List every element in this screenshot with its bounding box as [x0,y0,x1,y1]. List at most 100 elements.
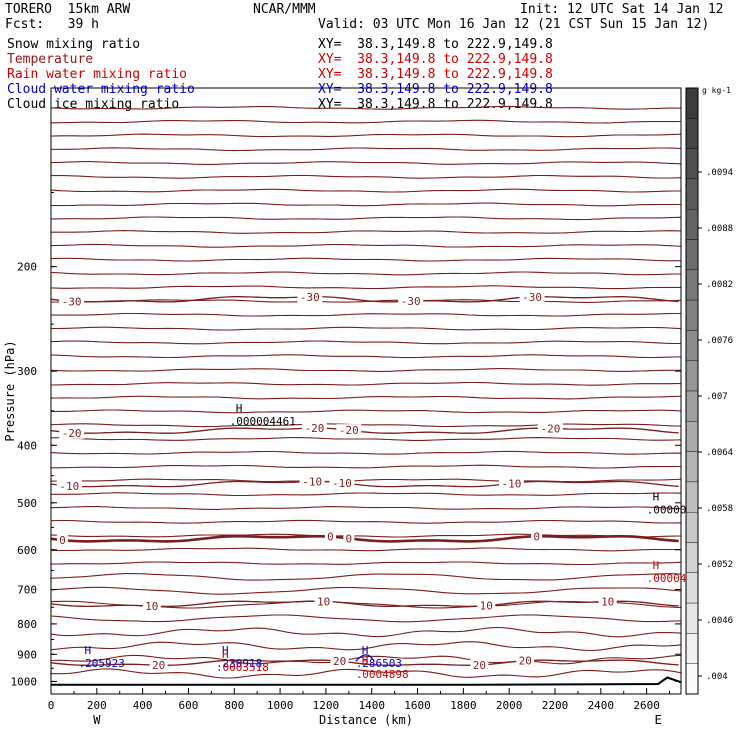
colorbar-segment [685,451,699,483]
plot-frame [50,87,682,695]
field-xy-range: XY= 38.3,149.8 to 222.9,149.8 [318,52,553,67]
x-tick-label: 1200 [313,699,340,712]
isotherm-line [50,533,682,538]
isotherm-line [50,299,682,303]
colorbar-segment [685,208,699,240]
isotherm-label: -20 [339,424,359,437]
isotherm-label-bg [537,422,563,435]
isotherm-line [50,188,681,193]
colorbar-frame [685,87,699,695]
colorbar-segment [685,481,699,513]
colorbar-tick-label: .0064 [706,448,733,458]
x-tick-label: 1600 [404,699,431,712]
isotherm-line [51,437,682,441]
colorbar-tick-label: .0052 [706,560,733,570]
isotherm-line [50,668,682,679]
isotherm-labeled-line [50,534,679,543]
isotherm-label-bg [142,600,161,613]
isotherm-line [50,423,682,428]
high-marker: H [236,402,243,415]
x-axis-label: Distance (km) [319,713,413,727]
isotherm-label: -30 [62,295,82,308]
isotherm-label-bg [56,479,82,492]
init-label: Init: 12 UTC Sat 14 Jan 12 [520,2,724,17]
isotherm-label-bg [519,290,545,303]
colorbar-segment [685,87,699,119]
isotherm-line [51,147,682,152]
isotherm-label: -30 [522,291,542,304]
isotherm-label-bg [299,475,325,488]
field-xy-range: XY= 38.3,149.8 to 222.9,149.8 [318,82,553,97]
isotherm-line [50,381,682,386]
colorbar-tick-label: .004 [706,672,728,682]
high-marker: H [653,490,660,503]
y-tick-label: 300 [17,365,37,378]
isotherm-label: 10 [601,595,614,608]
y-tick-label: 400 [17,439,37,452]
isotherm-label-bg [324,530,336,543]
colorbar-tick-label: .0076 [706,336,733,346]
isotherm-line [50,257,681,262]
isotherm-line [50,450,682,455]
isotherm-label: 20 [473,659,486,672]
high-marker: H [362,655,369,668]
isotherm-label-bg [470,659,489,672]
isotherm-label: 0 [59,534,66,547]
high-marker: H [653,559,660,572]
isotherm-line [50,478,682,483]
high-marker: H [362,644,369,657]
isotherm-line [50,271,682,276]
isotherm-line [51,464,682,469]
isotherm-line [51,326,682,331]
isotherm-label: -10 [502,477,522,490]
isotherm-label-bg [59,295,85,308]
colorbar-unit: g kg-1 [702,86,731,95]
isotherm-line [50,586,682,595]
x-end-east: E [654,713,661,727]
high-value: .000004 [647,503,694,516]
x-tick-label: 600 [179,699,199,712]
isotherm-line [51,492,682,497]
colorbar-segment [685,178,699,210]
x-tick-label: 2600 [633,699,660,712]
isotherm-line [50,133,682,138]
colorbar-segment [685,269,699,301]
colorbar-segment [685,239,699,270]
isotherm-label: 0 [533,530,540,543]
isotherm-label-bg [301,422,327,435]
isotherm-label-bg [598,595,617,608]
isotherm-line [50,105,682,110]
isotherm-label-bg [343,532,355,545]
isotherm-label: 20 [519,655,532,668]
colorbar-segment [685,330,699,361]
isotherm-label-bg [477,599,496,612]
isotherm-line [50,641,682,652]
isotherm-label-bg [498,477,524,490]
isotherm-label: 20 [152,659,165,672]
isotherm-line [50,285,681,290]
colorbar-tick-label: .0088 [706,224,733,234]
isotherm-label: 10 [317,595,330,608]
x-tick-label: 1000 [267,699,294,712]
x-tick-label: 2400 [588,699,615,712]
isotherm-label-bg [330,655,349,668]
isotherm-line [50,519,682,524]
model-label: TORERO 15km ARW [5,2,131,17]
org-label: NCAR/MMM [253,2,316,17]
y-tick-label: 700 [17,584,37,597]
fcst-label: Fcst: 39 h [5,17,99,32]
colorbar-segment [685,299,699,331]
isotherm-label: -20 [305,422,325,435]
isotherm-label-bg [297,290,323,303]
isotherm-labeled-line [50,296,679,303]
isotherm-label: -20 [540,422,560,435]
colorbar-segment [685,148,699,180]
y-tick-label: 600 [17,544,37,557]
isotherm-line [50,626,682,638]
isotherm-label-bg [314,595,333,608]
isotherm-line [50,395,682,400]
isotherm-label-bg [516,654,535,667]
isotherm-line [50,216,682,221]
field-xy-range: XY= 38.3,149.8 to 222.9,149.8 [318,67,553,82]
isotherm-line [51,409,682,414]
